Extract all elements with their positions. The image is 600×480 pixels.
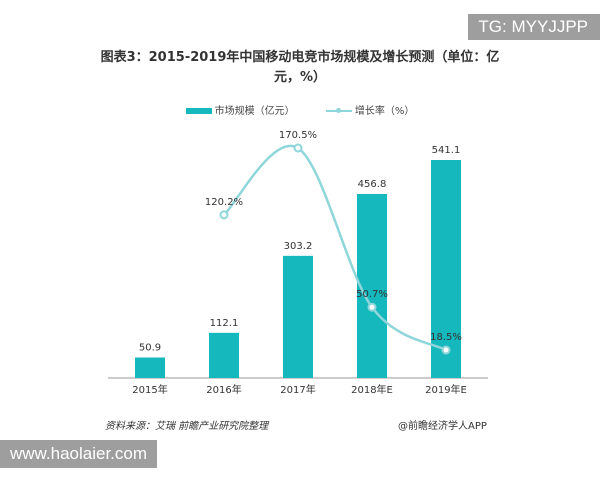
x-tick-label: 2018年E <box>351 383 393 396</box>
legend-bar-label: 市场规模（亿元） <box>214 106 295 117</box>
legend-line-swatch <box>325 108 352 113</box>
growth-label: 18.5% <box>430 332 462 343</box>
watermark-tg: TG: MYYJJPP <box>468 14 600 40</box>
bar-label: 112.1 <box>210 318 239 329</box>
legend: 市场规模（亿元） 增长率（%） <box>0 102 600 117</box>
credit-note: @前瞻经济学人APP <box>398 421 487 432</box>
bar <box>431 160 461 378</box>
growth-point <box>293 143 303 153</box>
bar-label: 541.1 <box>432 145 461 156</box>
bar <box>357 193 387 378</box>
bar <box>209 332 239 378</box>
source-note: 资料来源：艾瑞 前瞻产业研究院整理 <box>105 421 269 432</box>
x-tick-label: 2019年E <box>425 383 467 396</box>
legend-line-label: 增长率（%） <box>354 106 415 117</box>
growth-label: 120.2% <box>205 197 243 208</box>
growth-label: 50.7% <box>356 289 388 300</box>
growth-point <box>441 345 451 355</box>
bar-label: 456.8 <box>358 179 387 190</box>
bar-label: 50.9 <box>139 342 161 353</box>
growth-label: 170.5% <box>279 130 317 141</box>
bar <box>135 357 165 378</box>
watermark-site: www.haolaier.com <box>0 440 158 468</box>
growth-line <box>223 144 447 352</box>
legend-item-line: 增长率（%） <box>325 102 415 117</box>
x-tick-label: 2015年 <box>132 383 167 396</box>
growth-point <box>219 210 229 220</box>
legend-item-bar: 市场规模（亿元） <box>185 102 295 117</box>
chart-title: 图表3：2015-2019年中国移动电竞市场规模及增长预测（单位：亿元，%） <box>100 50 500 85</box>
bar <box>283 255 313 378</box>
x-tick-label: 2017年 <box>280 383 315 396</box>
growth-point <box>367 302 377 312</box>
legend-bar-swatch <box>185 108 212 114</box>
x-tick-label: 2016年 <box>206 383 241 396</box>
bar-label: 303.2 <box>284 241 313 252</box>
